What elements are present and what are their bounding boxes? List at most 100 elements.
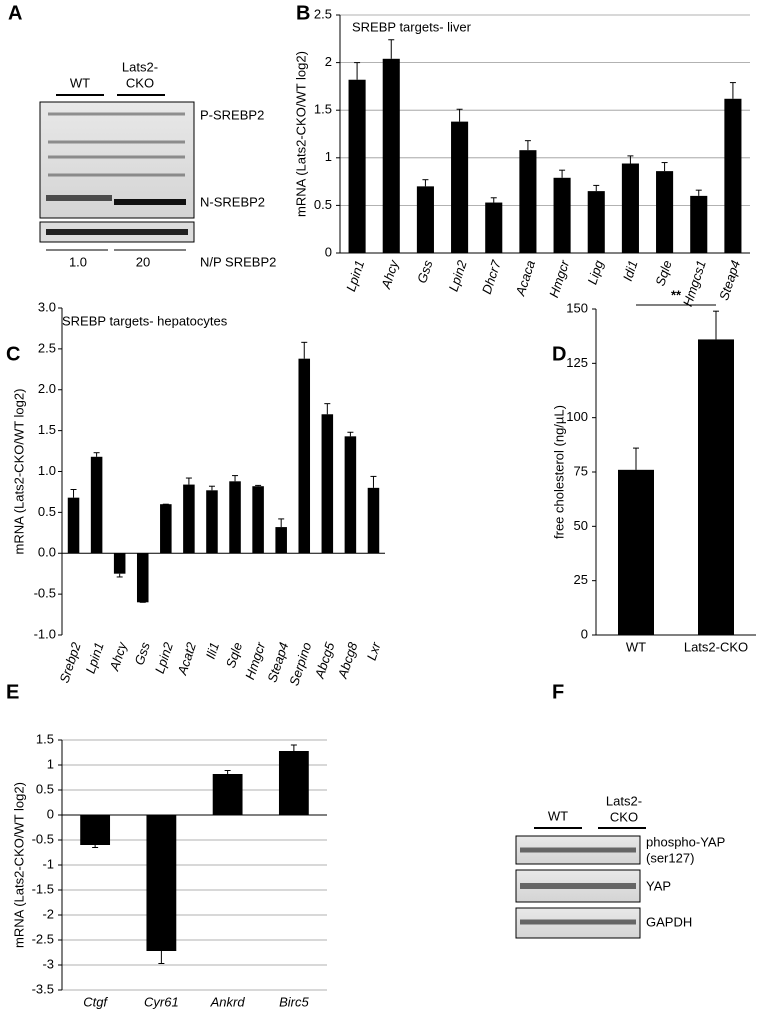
x-tick-label: Idi1 bbox=[620, 258, 641, 283]
x-tick-label: Cyr61 bbox=[144, 994, 179, 1009]
x-tick-label: Gss bbox=[131, 640, 153, 667]
bar bbox=[451, 121, 469, 254]
y-tick-label: -0.5 bbox=[32, 831, 54, 846]
y-tick-label: 75 bbox=[574, 463, 588, 478]
bar bbox=[382, 58, 400, 254]
y-tick-label: -1.5 bbox=[32, 881, 54, 896]
x-tick-label: Sqle bbox=[652, 258, 674, 287]
y-tick-label: 1.0 bbox=[38, 463, 56, 478]
y-tick-label: 2.5 bbox=[38, 340, 56, 355]
panel-letter: C bbox=[6, 343, 20, 365]
x-tick-label: Hmgcr bbox=[546, 258, 572, 300]
x-tick-label: Abcg5 bbox=[311, 640, 337, 681]
y-tick-label: 1.5 bbox=[36, 731, 54, 746]
bar bbox=[90, 456, 103, 554]
y-tick-label: -0.5 bbox=[34, 586, 56, 601]
y-tick-label: 100 bbox=[566, 409, 588, 424]
y-tick-label: -2.5 bbox=[32, 931, 54, 946]
x-tick-label: Lpin1 bbox=[343, 258, 367, 293]
bar bbox=[212, 774, 243, 815]
bar bbox=[278, 751, 309, 815]
x-tick-label: Gss bbox=[414, 258, 436, 285]
bar bbox=[136, 553, 149, 603]
y-tick-label: 1.5 bbox=[314, 102, 332, 117]
blot-f: WT Lats2- CKO phospho-YAP (ser127) YAP G… bbox=[515, 793, 725, 939]
y-tick-label: 2.5 bbox=[314, 6, 332, 21]
group-label: Lats2- bbox=[606, 793, 642, 808]
bar bbox=[618, 469, 654, 635]
group-label: Lats2- bbox=[122, 59, 158, 74]
ratio-title: N/P SREBP2 bbox=[200, 254, 276, 269]
y-tick-label: -3.5 bbox=[32, 981, 54, 996]
x-tick-label: Abcg8 bbox=[335, 640, 361, 681]
y-tick-label: 125 bbox=[566, 355, 588, 370]
y-tick-label: 3.0 bbox=[38, 299, 56, 314]
panel-letter: F bbox=[552, 681, 564, 703]
band-label: P-SREBP2 bbox=[200, 107, 264, 122]
bar bbox=[587, 191, 605, 253]
group-label: WT bbox=[70, 75, 90, 90]
x-tick-label: Steap4 bbox=[716, 258, 743, 302]
x-tick-label: Birc5 bbox=[279, 994, 309, 1009]
bar bbox=[252, 486, 264, 554]
bar bbox=[656, 171, 674, 253]
bar bbox=[183, 484, 195, 554]
y-tick-label: 0.5 bbox=[314, 197, 332, 212]
group-label: WT bbox=[548, 808, 568, 823]
x-tick-label: Ahcy bbox=[378, 257, 402, 291]
bar bbox=[113, 553, 126, 574]
y-tick-label: 2.0 bbox=[38, 381, 56, 396]
x-tick-label: Srebp2 bbox=[56, 640, 83, 685]
x-tick-label: Lats2-CKO bbox=[684, 639, 748, 654]
blot-a: WT Lats2- CKO P-SREBP2 N-SREBP2 1.0 20 N… bbox=[39, 59, 276, 269]
y-axis-title: free cholesterol (ng/µL) bbox=[551, 405, 566, 539]
y-tick-label: 50 bbox=[574, 518, 588, 533]
y-tick-label: 0 bbox=[325, 244, 332, 259]
bar bbox=[160, 504, 172, 554]
x-tick-label: Lpin1 bbox=[83, 640, 107, 675]
ratio-label: 20 bbox=[136, 254, 150, 269]
x-tick-label: WT bbox=[626, 639, 646, 654]
x-tick-label: Ctgf bbox=[83, 994, 108, 1009]
group-label: CKO bbox=[610, 809, 638, 824]
bar bbox=[67, 497, 80, 554]
x-tick-label: Ahcy bbox=[106, 639, 130, 673]
y-tick-label: 25 bbox=[574, 572, 588, 587]
band-label: N-SREBP2 bbox=[200, 194, 265, 209]
x-tick-label: Lxr bbox=[364, 640, 384, 662]
y-tick-label: 150 bbox=[566, 300, 588, 315]
y-tick-label: 0 bbox=[47, 806, 54, 821]
band-label: YAP bbox=[646, 878, 671, 893]
y-tick-label: 0.5 bbox=[38, 504, 56, 519]
x-tick-label: Ankrd bbox=[210, 994, 246, 1009]
x-tick-label: Hmgcr bbox=[242, 640, 268, 682]
bar bbox=[621, 163, 639, 253]
y-tick-label: 0.0 bbox=[38, 545, 56, 560]
bar bbox=[367, 487, 380, 554]
y-axis-title: mRNA (Lats2-CKO/WT log2) bbox=[11, 782, 26, 948]
panel-letter: A bbox=[8, 2, 22, 24]
x-tick-label: Acat2 bbox=[174, 640, 199, 678]
panel-letter: D bbox=[552, 343, 566, 365]
x-tick-label: Acaca bbox=[512, 258, 538, 298]
bar bbox=[321, 414, 334, 554]
band-label: GAPDH bbox=[646, 914, 692, 929]
x-tick-label: Hmgcs1 bbox=[680, 258, 709, 308]
x-tick-label: Dhcr7 bbox=[479, 258, 504, 296]
band-label: (ser127) bbox=[646, 850, 694, 865]
bar bbox=[553, 177, 571, 253]
bar bbox=[344, 436, 357, 554]
y-tick-label: 1.5 bbox=[38, 422, 56, 437]
y-tick-label: 1 bbox=[47, 756, 54, 771]
bar bbox=[206, 490, 218, 554]
y-axis-title: mRNA (Lats2-CKO/WT log2) bbox=[293, 51, 308, 217]
panel-letter: E bbox=[6, 681, 19, 703]
bar bbox=[229, 481, 241, 554]
x-tick-label: Lpin2 bbox=[152, 640, 176, 676]
panel-letter: B bbox=[296, 2, 310, 24]
y-tick-label: 0 bbox=[581, 626, 588, 641]
bar bbox=[298, 358, 311, 554]
bar bbox=[416, 186, 434, 253]
bar bbox=[80, 815, 111, 845]
